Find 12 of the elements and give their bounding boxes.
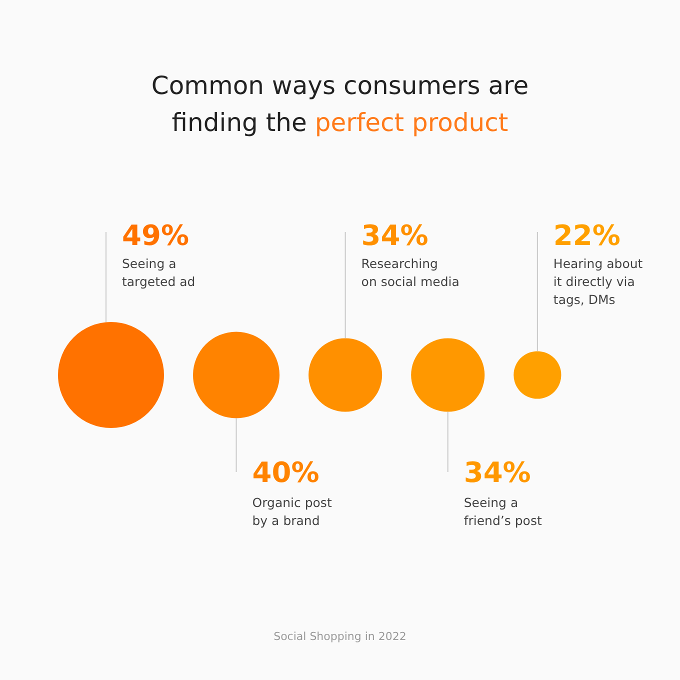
data-label: 34%: [361, 219, 428, 252]
category-label: Organic post by a brand: [252, 495, 332, 528]
text: Social Shopping in 2022: [274, 630, 406, 643]
category-label: Hearing about it directly via tags, DMs: [553, 256, 643, 307]
category-label: Seeing a targeted ad: [122, 256, 196, 289]
category-label: Seeing a friend’s post: [464, 495, 542, 528]
data-label: 34%: [464, 456, 531, 489]
data-label: 40%: [252, 456, 320, 489]
category-label: Researching on social media: [361, 256, 460, 289]
text: Common ways consumers are finding the perfect product: [151, 71, 529, 137]
data-label: 49%: [122, 219, 190, 252]
data-label: 22%: [553, 219, 620, 252]
